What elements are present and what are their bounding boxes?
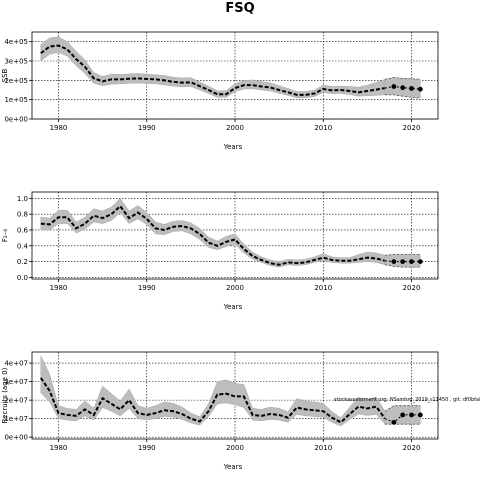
x-tick-label: 2020 [403, 284, 421, 292]
y-tick-label: 0.0 [17, 274, 28, 282]
forecast-point [400, 85, 406, 91]
y-tick-label: 0e+00 [4, 434, 28, 442]
forecast-point [417, 259, 423, 264]
confidence-band [40, 355, 386, 427]
x-tick-label: 1990 [138, 284, 156, 292]
forecast-point [391, 419, 397, 425]
y-tick-label: 2e+05 [4, 77, 28, 85]
y-tick-label: 0.4 [17, 242, 29, 250]
y-tick-label: 4e+07 [4, 360, 28, 368]
x-tick-label: 2000 [226, 444, 244, 452]
annotation-text: stockassessment.org: NSsmhrg_2019_r11450… [334, 397, 480, 403]
x-tick-label: 2020 [403, 444, 421, 452]
y-tick-label: 0.6 [17, 226, 29, 234]
y-axis-label: Recruits (age 0) [1, 367, 9, 423]
y-tick-label: 1.0 [17, 195, 28, 203]
x-tick-label: 2010 [314, 124, 332, 132]
y-tick-label: 0.8 [17, 211, 28, 219]
forecast-lower-line [385, 94, 421, 99]
forecast-point [409, 86, 414, 91]
forecast-point [417, 412, 423, 418]
confidence-band [40, 197, 386, 268]
forecast-upper-line [384, 77, 421, 80]
forecast-point [409, 259, 414, 264]
x-axis-label: Years [223, 463, 243, 471]
x-tick-label: 1980 [50, 444, 68, 452]
forecast-point [409, 412, 414, 418]
figure-title: FSQ [225, 1, 254, 16]
y-tick-label: 2e+07 [4, 397, 28, 405]
forecast-upper-line [385, 254, 421, 256]
estimate-line [39, 377, 386, 424]
estimate-line [40, 44, 386, 96]
x-axis-label: Years [223, 303, 243, 311]
y-tick-label: 1e+05 [4, 96, 28, 104]
forecast-point [400, 259, 406, 264]
forecast-point [417, 86, 423, 92]
x-axis-label: Years [223, 143, 243, 151]
forecast-point [391, 259, 397, 264]
y-tick-label: 4e+05 [4, 38, 28, 46]
x-tick-label: 2010 [314, 284, 332, 292]
x-tick-label: 1990 [138, 444, 156, 452]
x-tick-label: 2020 [403, 124, 421, 132]
y-tick-label: 3e+05 [4, 58, 28, 66]
x-tick-label: 2000 [226, 284, 244, 292]
estimate-line [40, 204, 386, 266]
y-tick-label: 0.2 [17, 258, 28, 266]
y-tick-label: 0e+00 [4, 116, 28, 124]
chart-panel-2: 1980 1990 2000 2010 2020 0.0 0.2 0.4 0.6 0.8 1.0 Ye… [1, 191, 439, 311]
forecast-point [391, 84, 397, 89]
y-axis-label: SSB [1, 68, 9, 82]
y-axis-label: F₂₋₆ [1, 229, 9, 243]
chart-panel-3: 1980 1990 2000 2010 2020 0e+00 1e+07 2e+07 3e+07… [1, 351, 480, 471]
forecast-point [400, 412, 406, 418]
x-tick-label: 2010 [314, 444, 332, 452]
y-tick-label: 3e+07 [4, 378, 28, 386]
panels: 1980 1990 2000 2010 2020 0e+00 1e+05 2e+05 3e+05… [1, 31, 480, 471]
confidence-band [40, 36, 386, 98]
x-tick-label: 1990 [138, 124, 156, 132]
forecast-lower-line [384, 264, 421, 268]
x-tick-label: 2000 [226, 124, 244, 132]
x-tick-label: 1980 [50, 284, 68, 292]
y-tick-label: 1e+07 [4, 415, 28, 423]
x-tick-label: 1980 [50, 124, 68, 132]
chart-panel-1: 1980 1990 2000 2010 2020 0e+00 1e+05 2e+05 3e+05… [1, 31, 439, 151]
